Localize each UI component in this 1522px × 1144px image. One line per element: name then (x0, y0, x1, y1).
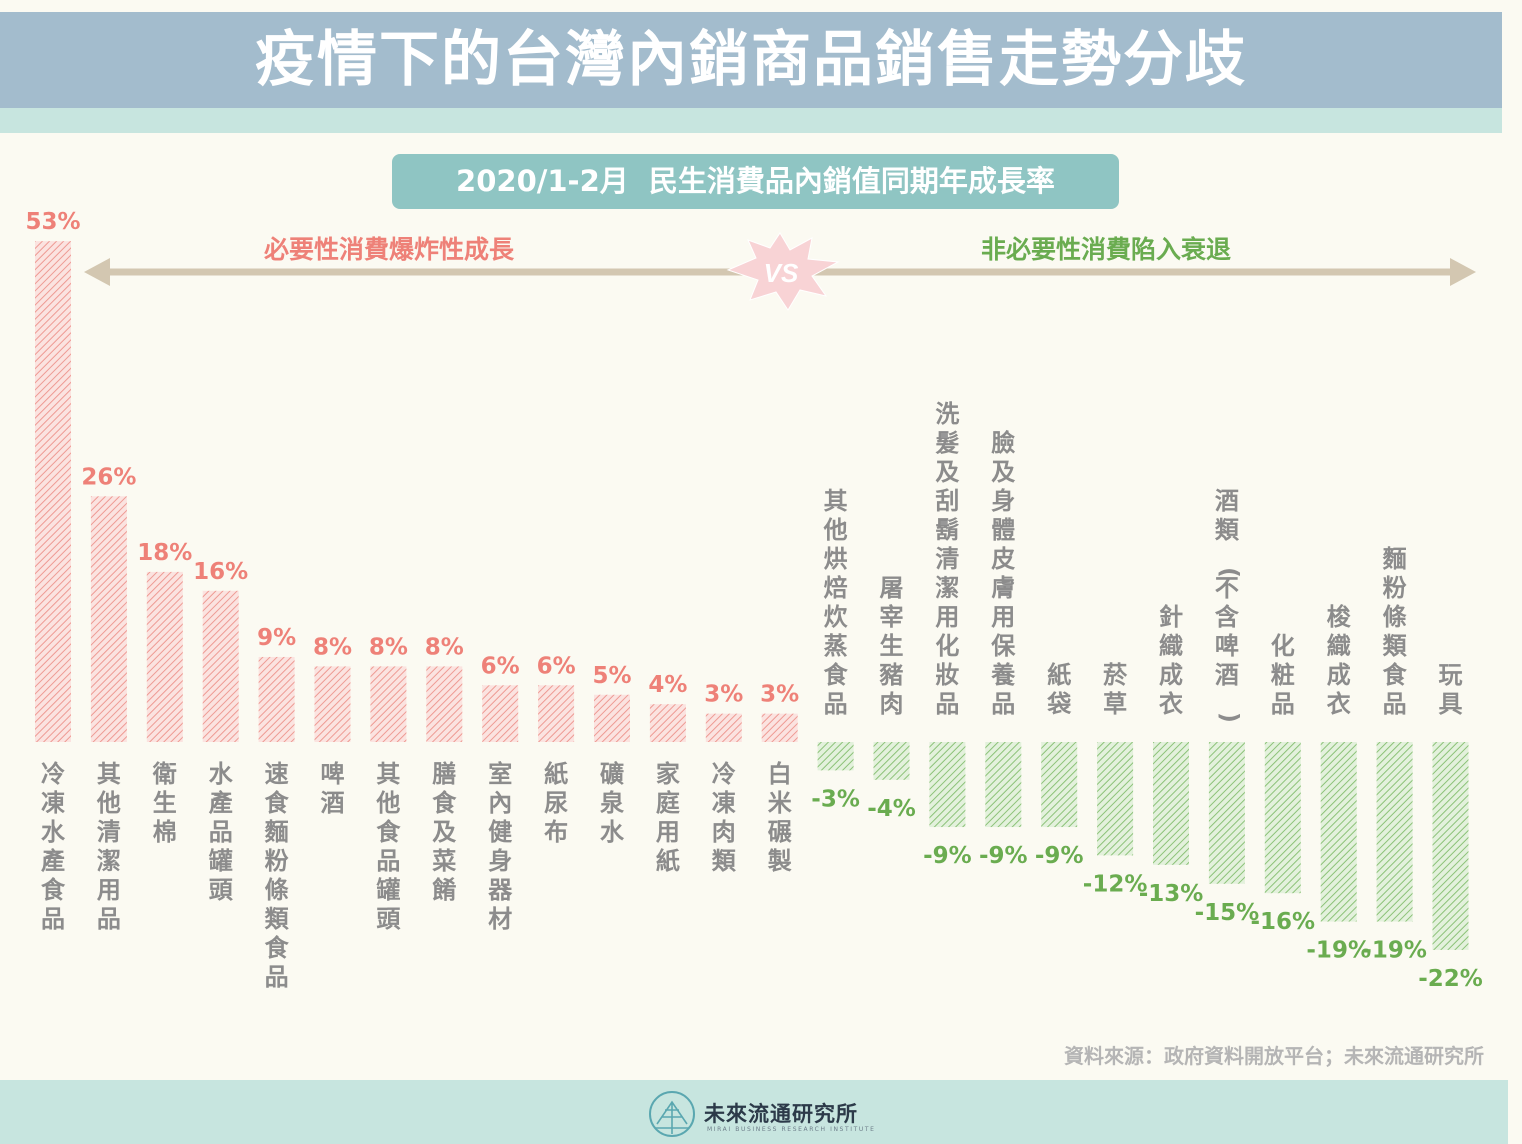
bar-20 (1097, 742, 1134, 856)
bar-11 (594, 694, 630, 742)
value-label-9: 6% (481, 653, 520, 679)
left-banner-text: 必要性消費爆炸性成長 (264, 235, 515, 264)
value-label-12: 4% (648, 672, 687, 698)
category-label-22: 酒類(不含啤酒) (1215, 487, 1244, 723)
category-label-23: 化粧品 (1271, 632, 1295, 718)
bar-17 (929, 742, 966, 828)
category-label-24: 梭織成衣 (1327, 603, 1352, 718)
category-label-7: 其他食品罐頭 (375, 760, 401, 933)
bar-3 (146, 571, 183, 742)
bar-26 (1432, 742, 1469, 950)
bar-19 (1041, 742, 1078, 828)
category-label-16: 屠宰生豬肉 (879, 574, 904, 718)
arrowhead-left-icon (84, 258, 110, 286)
category-label-6: 啤酒 (321, 760, 345, 817)
category-label-21: 針織成衣 (1159, 603, 1183, 718)
category-label-9: 室內健身器材 (487, 760, 513, 933)
bar-24 (1320, 742, 1357, 922)
value-label-6: 8% (313, 634, 352, 660)
source-note: 資料來源：政府資料開放平台；未來流通研究所 (1064, 1044, 1484, 1068)
category-label-25: 麵粉條類食品 (1382, 545, 1408, 718)
category-label-10: 紙尿布 (544, 760, 568, 846)
logo-subtitle: MIRAI BUSINESS RESEARCH INSTITUTE (707, 1126, 876, 1133)
bar-6 (314, 666, 351, 742)
logo-mark-icon (649, 1091, 695, 1137)
right-banner-text: 非必要性消費陷入衰退 (981, 235, 1231, 264)
value-label-17: -9% (923, 843, 972, 869)
bar-1 (35, 241, 71, 742)
bar-25 (1376, 742, 1413, 922)
vs-starburst-icon (726, 232, 840, 311)
category-label-5: 速食麵粉條類食品 (264, 760, 290, 991)
value-label-13: 3% (704, 682, 743, 708)
value-label-10: 6% (537, 653, 576, 679)
value-label-16: -4% (867, 796, 916, 822)
value-label-8: 8% (425, 634, 464, 660)
bars-layer: 53% 冷凍水產食品 26% 其他清潔用品 18% 衛生棉 16% 水產品罐頭 9% 速食麵粉條類… (25, 209, 1482, 992)
subtitle-box (392, 154, 1119, 209)
category-label-18: 臉及身體皮膚用保養品 (990, 429, 1016, 718)
bar-4 (202, 590, 239, 742)
arrowhead-right-icon (1450, 258, 1476, 286)
value-label-20: -12% (1083, 871, 1148, 897)
value-label-23: -16% (1250, 909, 1315, 935)
category-label-1: 冷凍水產食品 (41, 760, 66, 933)
title-bar (0, 12, 1502, 108)
bar-5 (258, 656, 295, 742)
vs-arrow-banner: VS 必要性消費爆炸性成長 非必要性消費陷入衰退 (84, 232, 1476, 311)
page-title: 疫情下的台灣內銷商品銷售走勢分歧 (255, 25, 1247, 95)
category-label-3: 衛生棉 (152, 760, 177, 846)
value-label-2: 26% (81, 464, 136, 490)
title-underline-strip (0, 108, 1502, 133)
value-label-26: -22% (1418, 966, 1483, 992)
logo-name: 未來流通研究所 (704, 1102, 858, 1126)
value-label-4: 16% (193, 559, 248, 585)
category-label-8: 膳食及菜餚 (431, 760, 457, 904)
category-label-11: 礦泉水 (600, 760, 625, 846)
footer-bar (0, 1080, 1508, 1144)
category-label-17: 洗髮及刮鬍清潔用化妝品 (935, 400, 959, 718)
value-label-24: -19% (1306, 938, 1371, 964)
value-label-3: 18% (137, 540, 192, 566)
bar-15 (817, 742, 854, 771)
bar-21 (1153, 742, 1189, 865)
value-label-7: 8% (369, 634, 408, 660)
subtitle: 2020/1-2月 民生消費品內銷值同期年成長率 (456, 164, 1055, 198)
category-label-20: 菸草 (1103, 661, 1128, 718)
category-label-13: 冷凍肉類 (712, 760, 737, 875)
bar-10 (538, 685, 575, 742)
value-label-22: -15% (1195, 900, 1260, 926)
value-label-1: 53% (25, 209, 80, 235)
value-label-18: -9% (979, 843, 1028, 869)
logo: 未來流通研究所 MIRAI BUSINESS RESEARCH INSTITUT… (647, 1088, 887, 1138)
value-label-19: -9% (1035, 843, 1084, 869)
bar-23 (1264, 742, 1301, 894)
category-label-19: 紙袋 (1046, 661, 1072, 718)
bar-13 (705, 713, 742, 742)
bar-7 (370, 666, 407, 742)
bar-14 (761, 713, 798, 742)
bar-9 (482, 685, 519, 742)
value-label-14: 3% (760, 682, 799, 708)
bar-22 (1208, 742, 1245, 884)
vs-label: VS (764, 258, 799, 288)
bar-16 (873, 742, 910, 780)
category-label-2: 其他清潔用品 (96, 760, 121, 933)
value-label-11: 5% (592, 663, 631, 689)
bar-18 (985, 742, 1022, 828)
bar-2 (90, 496, 127, 742)
value-label-25: -19% (1362, 938, 1427, 964)
category-label-4: 水產品罐頭 (208, 760, 234, 904)
bar-12 (649, 704, 686, 742)
value-label-21: -13% (1139, 881, 1204, 907)
category-label-26: 玩具 (1439, 661, 1463, 718)
value-label-5: 9% (257, 625, 296, 651)
value-label-15: -3% (811, 786, 860, 812)
category-label-14: 白米碾製 (768, 760, 792, 875)
category-label-15: 其他烘焙炊蒸食品 (823, 487, 849, 718)
category-label-12: 家庭用紙 (656, 760, 680, 875)
bar-8 (426, 666, 463, 742)
